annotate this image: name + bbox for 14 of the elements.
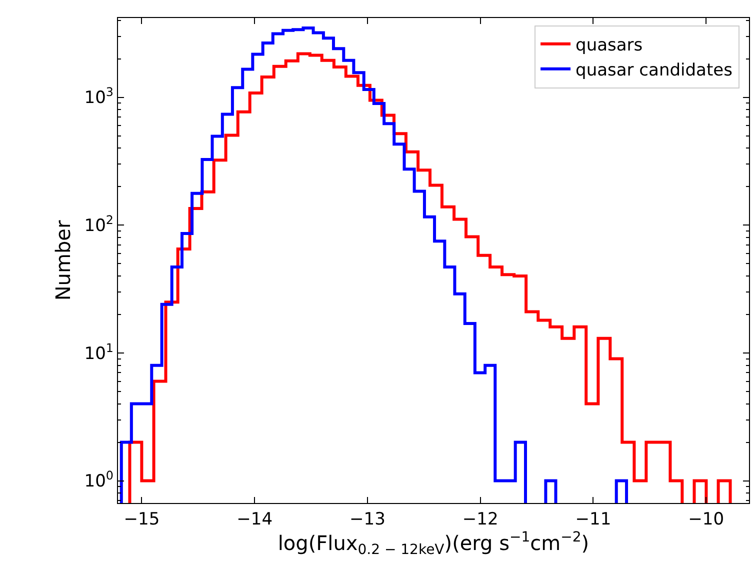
x-tick-label: −15 <box>124 510 160 530</box>
y-tick-label: 10$^{2}$ <box>84 212 114 236</box>
y-tick-label: 10$^{1}$ <box>84 340 114 364</box>
x-tick-label: −12 <box>462 510 498 530</box>
y-tick-label: 10$^{0}$ <box>84 468 114 492</box>
x-tick-label: −13 <box>350 510 386 530</box>
x-tick-label: −11 <box>575 510 612 530</box>
legend-label: quasar candidates <box>576 60 733 81</box>
x-tick-label: −10 <box>688 510 724 530</box>
y-axis-title: Number <box>50 220 75 301</box>
y-tick-label: 10$^{3}$ <box>84 85 114 108</box>
x-axis-title: log(Flux$_{0.2 − 12keV}$)(erg s$^{−1}$cm$^{−2}$) <box>278 530 590 558</box>
legend-label: quasars <box>576 35 643 56</box>
x-tick-label: −14 <box>236 510 273 530</box>
